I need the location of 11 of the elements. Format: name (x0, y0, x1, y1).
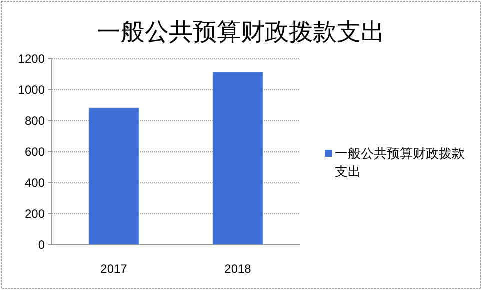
chart-title: 一般公共预算财政拨款支出 (97, 20, 385, 46)
x-tick-label: 2017 (100, 262, 128, 276)
y-tick-label: 200 (24, 207, 46, 221)
legend-label: 一般公共预算财政拨款支出 (335, 146, 465, 179)
y-tick-label: 0 (38, 238, 46, 252)
y-tick-label: 1000 (18, 83, 46, 97)
x-tick-label: 2018 (224, 262, 252, 276)
y-tick-label: 400 (24, 176, 46, 190)
y-tick-label: 800 (24, 114, 46, 128)
y-tick-label: 600 (24, 145, 46, 159)
y-tick-label: 1200 (18, 52, 46, 66)
